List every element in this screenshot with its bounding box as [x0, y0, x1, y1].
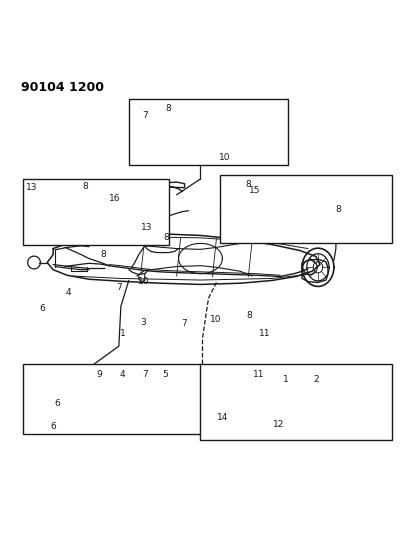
- Text: 16: 16: [109, 195, 121, 203]
- Text: 6: 6: [50, 422, 56, 431]
- Bar: [221, 175, 392, 243]
- Text: 11: 11: [253, 369, 264, 378]
- Bar: [200, 364, 392, 440]
- Text: 7: 7: [181, 319, 186, 328]
- Text: 8: 8: [166, 103, 172, 112]
- Text: 12: 12: [272, 420, 284, 429]
- Text: 15: 15: [249, 187, 260, 195]
- Text: 10: 10: [219, 154, 230, 162]
- Text: 1: 1: [120, 329, 126, 338]
- Text: 11: 11: [259, 329, 271, 338]
- Text: 6: 6: [54, 399, 60, 408]
- Bar: [23, 364, 200, 434]
- Text: 14: 14: [217, 413, 228, 422]
- Text: 8: 8: [82, 182, 88, 191]
- Text: 13: 13: [141, 223, 152, 232]
- Text: 3: 3: [140, 318, 146, 327]
- Text: 9: 9: [96, 369, 102, 378]
- Text: 8: 8: [335, 205, 341, 214]
- Text: 7: 7: [142, 111, 148, 120]
- Text: 10: 10: [138, 277, 150, 286]
- Bar: [23, 179, 169, 245]
- Text: 5: 5: [162, 369, 168, 378]
- Text: 8: 8: [100, 250, 106, 259]
- Text: 6: 6: [40, 304, 45, 313]
- Text: 13: 13: [26, 183, 38, 192]
- Text: 7: 7: [142, 369, 148, 378]
- Text: 90104 1200: 90104 1200: [21, 82, 104, 94]
- Text: 10: 10: [210, 314, 221, 324]
- Text: 8: 8: [164, 233, 170, 243]
- Text: 1: 1: [283, 375, 289, 384]
- Bar: [129, 99, 288, 165]
- Text: 8: 8: [245, 180, 251, 189]
- Text: 4: 4: [65, 288, 71, 297]
- Text: 2: 2: [313, 375, 319, 384]
- Text: 7: 7: [116, 282, 122, 292]
- Text: 4: 4: [120, 369, 126, 378]
- Text: 8: 8: [246, 311, 252, 320]
